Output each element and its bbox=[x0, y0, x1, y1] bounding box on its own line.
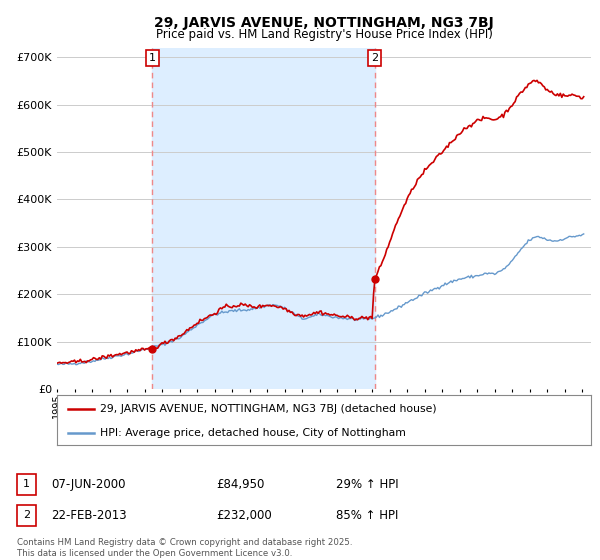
Text: HPI: Average price, detached house, City of Nottingham: HPI: Average price, detached house, City… bbox=[100, 428, 406, 437]
Text: £232,000: £232,000 bbox=[216, 508, 272, 522]
Text: 2: 2 bbox=[371, 53, 378, 63]
Text: 85% ↑ HPI: 85% ↑ HPI bbox=[336, 508, 398, 522]
Text: 07-JUN-2000: 07-JUN-2000 bbox=[51, 478, 125, 491]
Text: 29, JARVIS AVENUE, NOTTINGHAM, NG3 7BJ (detached house): 29, JARVIS AVENUE, NOTTINGHAM, NG3 7BJ (… bbox=[100, 404, 436, 414]
Bar bbox=[152, 48, 374, 389]
Text: 2: 2 bbox=[23, 510, 30, 520]
Text: 22-FEB-2013: 22-FEB-2013 bbox=[51, 508, 127, 522]
Text: 29, JARVIS AVENUE, NOTTINGHAM, NG3 7BJ: 29, JARVIS AVENUE, NOTTINGHAM, NG3 7BJ bbox=[154, 16, 494, 30]
Text: Price paid vs. HM Land Registry's House Price Index (HPI): Price paid vs. HM Land Registry's House … bbox=[155, 28, 493, 41]
Text: 1: 1 bbox=[149, 53, 156, 63]
Text: £84,950: £84,950 bbox=[216, 478, 265, 491]
Text: 1: 1 bbox=[23, 479, 30, 489]
Text: Contains HM Land Registry data © Crown copyright and database right 2025.
This d: Contains HM Land Registry data © Crown c… bbox=[17, 538, 352, 558]
Text: 29% ↑ HPI: 29% ↑ HPI bbox=[336, 478, 398, 491]
